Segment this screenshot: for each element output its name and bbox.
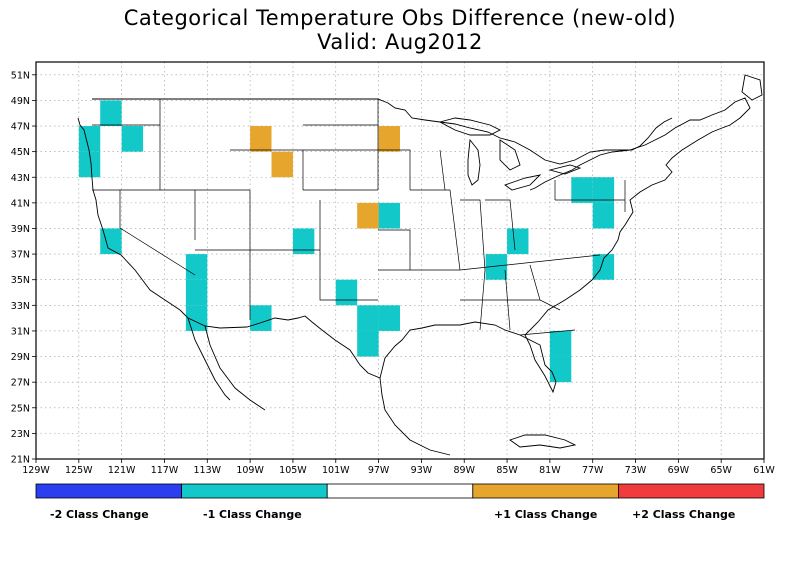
graticule: [36, 62, 764, 459]
cell-minus1: [549, 330, 572, 357]
tick-label-lon: 69W: [668, 465, 690, 476]
cell-minus1: [335, 279, 358, 306]
cell-minus1: [78, 151, 101, 178]
tick-label-lon: 101W: [322, 465, 350, 476]
legend-colorbar: [35, 483, 765, 499]
cell-plus1: [357, 202, 379, 229]
lake-erie: [504, 174, 542, 191]
tick-label-lon: 129W: [22, 465, 50, 476]
legend-label-minus1: -1 Class Change: [203, 508, 302, 521]
legend-label-plus1: +1 Class Change: [494, 508, 598, 521]
cell-minus1: [549, 356, 572, 383]
legend-label-minus2: -2 Class Change: [50, 508, 149, 521]
cell-minus1: [378, 305, 400, 331]
tick-label-lat: 43N: [11, 173, 30, 184]
tick-label-lat: 39N: [11, 224, 30, 235]
cell-plus1: [250, 126, 272, 152]
legend-swatch-zero: [326, 483, 474, 499]
cell-minus1: [592, 254, 615, 280]
newfoundland: [741, 74, 763, 101]
legend-swatch-minus2: [35, 483, 183, 499]
tick-label-lat: 35N: [11, 275, 30, 286]
cell-minus1: [100, 228, 122, 255]
cell-minus1: [357, 305, 379, 331]
us-outline: [77, 97, 751, 394]
tick-label-lat: 25N: [11, 403, 30, 414]
tick-label-lat: 47N: [11, 122, 30, 133]
tick-label-lon: 121W: [108, 465, 136, 476]
legend-swatch-plus2: [618, 483, 765, 499]
map-subtitle: Valid: Aug2012: [317, 30, 483, 54]
map-frame: [35, 61, 765, 460]
tick-label-lon: 97W: [368, 465, 390, 476]
cell-minus1: [592, 177, 615, 203]
tick-label-lat: 49N: [11, 96, 30, 107]
tick-label-lon: 105W: [279, 465, 307, 476]
cell-minus1: [592, 202, 615, 229]
tick-label-lat: 33N: [11, 301, 30, 312]
cell-plus1: [271, 151, 293, 178]
cell-minus1: [507, 228, 529, 255]
tick-label-lat: 29N: [11, 352, 30, 363]
legend-label-plus2: +2 Class Change: [632, 508, 736, 521]
tick-label-lat: 23N: [11, 429, 30, 440]
tick-label-lat: 45N: [11, 147, 30, 158]
canada-border: [92, 98, 673, 165]
legend-swatch-plus1: [472, 483, 619, 499]
state-boundaries: [92, 99, 626, 336]
cell-minus1: [378, 202, 400, 229]
cell-minus1: [357, 330, 379, 357]
tick-label-lon: 117W: [151, 465, 179, 476]
cell-minus1: [292, 228, 315, 255]
lake-huron: [499, 139, 521, 171]
cell-minus1: [485, 254, 508, 280]
cell-minus1: [78, 126, 101, 152]
lake-superior: [438, 117, 502, 136]
tick-label-lat: 31N: [11, 326, 30, 337]
tick-label-lat: 27N: [11, 378, 30, 389]
data-cells: [78, 100, 615, 383]
map-title: Categorical Temperature Obs Difference (…: [123, 6, 677, 30]
tick-label-lon: 81W: [539, 465, 561, 476]
lake-ontario: [548, 164, 582, 175]
cell-minus1: [121, 126, 144, 152]
tick-label-lon: 93W: [411, 465, 433, 476]
tick-label-lon: 125W: [65, 465, 93, 476]
tick-label-lon: 61W: [753, 465, 775, 476]
tick-label-lon: 65W: [710, 465, 732, 476]
cell-minus1: [185, 254, 208, 280]
cell-minus1: [571, 177, 593, 203]
lake-michigan: [467, 138, 481, 186]
tick-label-lon: 85W: [496, 465, 518, 476]
cell-plus1: [378, 126, 400, 152]
mexico-coast: [187, 317, 451, 456]
tick-label-lat: 37N: [11, 250, 30, 261]
cell-minus1: [185, 279, 208, 306]
tick-label-lat: 21N: [11, 455, 30, 466]
tick-label-lon: 109W: [236, 465, 264, 476]
axis-ticks: 129W 125W 121W 117W 113W 109W 105W 101W 97W 93W 89…: [11, 70, 776, 476]
coastline-and-borders: [77, 74, 763, 456]
tick-label-lon: 113W: [194, 465, 222, 476]
tick-label-lon: 73W: [625, 465, 647, 476]
cell-minus1: [100, 100, 122, 127]
tick-label-lon: 89W: [453, 465, 475, 476]
tick-label-lat: 41N: [11, 198, 30, 209]
cell-minus1: [250, 305, 272, 331]
tick-label-lon: 77W: [582, 465, 604, 476]
tick-label-lat: 51N: [11, 70, 30, 81]
legend-swatch-minus1: [181, 483, 328, 499]
cuba: [509, 434, 577, 449]
